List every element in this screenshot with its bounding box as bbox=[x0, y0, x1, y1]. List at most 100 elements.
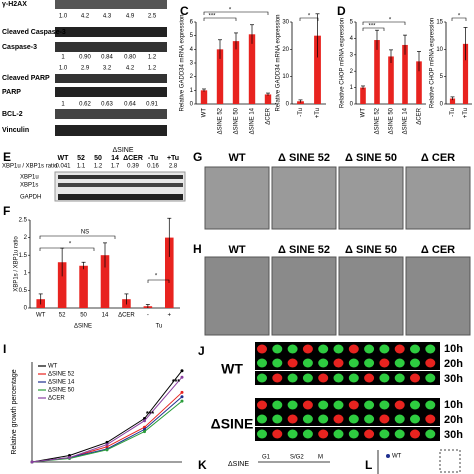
point bbox=[105, 443, 109, 447]
x-tick-label: 50 bbox=[80, 313, 87, 319]
point bbox=[180, 399, 184, 403]
image-label: Δ SINE 50 bbox=[345, 152, 397, 164]
panel-letter: D bbox=[337, 4, 346, 18]
legend-label: ΔSINE 14 bbox=[48, 380, 75, 386]
bar bbox=[57, 262, 67, 308]
image-label: Δ SINE 52 bbox=[278, 152, 330, 164]
image-label: Δ CER bbox=[421, 244, 455, 256]
y-tick-label: 30 bbox=[282, 20, 289, 26]
y-tick-label: 0.5 bbox=[19, 288, 28, 294]
time-label: 30h bbox=[444, 373, 463, 385]
ratio: 1 bbox=[61, 55, 65, 61]
ratio: 0.91 bbox=[146, 102, 158, 108]
gel bbox=[54, 171, 186, 202]
y-label: Relative CHOP mRNA expression bbox=[340, 18, 346, 108]
cell bbox=[272, 358, 283, 368]
point bbox=[30, 460, 34, 464]
cell bbox=[272, 344, 283, 354]
ratio: 4.2 bbox=[81, 14, 90, 20]
y-tick-label: 4 bbox=[190, 47, 194, 53]
y-tick-label: 0 bbox=[24, 306, 28, 312]
y-tick-label: 0 bbox=[440, 102, 444, 108]
cell bbox=[394, 344, 405, 354]
point bbox=[143, 425, 146, 429]
x-tick-label: ΔCER bbox=[417, 107, 423, 124]
cell bbox=[379, 429, 390, 439]
time-label: 20h bbox=[444, 414, 463, 426]
bracket bbox=[451, 17, 467, 21]
ratio: 0.39 bbox=[127, 164, 139, 170]
em-images bbox=[204, 166, 471, 336]
row-label: WT bbox=[221, 361, 243, 377]
cell bbox=[410, 358, 420, 368]
cell bbox=[379, 344, 390, 354]
time-label: 30h bbox=[444, 429, 463, 441]
cell bbox=[272, 414, 283, 424]
point bbox=[143, 430, 146, 434]
cell-strips bbox=[255, 342, 440, 441]
cell bbox=[394, 400, 405, 410]
phase: G1 bbox=[262, 455, 271, 461]
lane-label: 50 bbox=[94, 155, 102, 162]
legend-label: ΔSINE 52 bbox=[48, 372, 75, 378]
ratio: 4.2 bbox=[126, 66, 135, 72]
y-tick-label: 5 bbox=[440, 74, 444, 80]
bar bbox=[216, 49, 224, 104]
cell bbox=[287, 400, 298, 410]
cell bbox=[425, 373, 436, 383]
cell bbox=[257, 414, 267, 424]
blot-bands bbox=[55, 0, 167, 136]
bar bbox=[449, 98, 456, 104]
cell bbox=[302, 400, 313, 410]
cell bbox=[410, 414, 420, 424]
cell bbox=[333, 373, 344, 383]
panel-letter: I bbox=[3, 342, 6, 356]
cell bbox=[257, 344, 267, 354]
group-label: Tu bbox=[156, 324, 163, 330]
cell bbox=[302, 414, 313, 424]
y-tick-label: 1 bbox=[190, 88, 194, 94]
annotation: * bbox=[458, 14, 461, 20]
cell bbox=[318, 373, 329, 383]
cell bbox=[394, 414, 405, 424]
cell bbox=[364, 344, 375, 354]
y-tick-label: 2 bbox=[190, 74, 194, 80]
x-tick-label: ΔSINE 14 bbox=[403, 107, 409, 134]
bracket bbox=[362, 21, 406, 25]
x-tick-label: ΔSINE 50 bbox=[234, 107, 240, 134]
image-label: Δ SINE 52 bbox=[278, 244, 330, 256]
strip bbox=[255, 371, 440, 385]
cell bbox=[257, 429, 267, 439]
annotation: * bbox=[229, 8, 232, 14]
y-tick-label: 10 bbox=[282, 74, 289, 80]
bar bbox=[165, 237, 174, 308]
series-line bbox=[31, 400, 183, 463]
bar bbox=[314, 35, 321, 104]
cell bbox=[394, 429, 405, 439]
panel-letter: F bbox=[3, 204, 10, 218]
bracket bbox=[362, 27, 385, 31]
bracket bbox=[203, 17, 237, 21]
cell bbox=[333, 400, 344, 410]
cell bbox=[333, 414, 344, 424]
annotation: * bbox=[69, 242, 72, 248]
lane-label: -Tu bbox=[148, 155, 158, 162]
y-tick-label: 3 bbox=[190, 61, 194, 67]
ratio: 1.2 bbox=[148, 55, 157, 61]
legend-label: ΔCER bbox=[48, 396, 65, 402]
cell bbox=[410, 400, 420, 410]
annotation: *** bbox=[368, 24, 376, 30]
image-label: WT bbox=[228, 152, 245, 164]
y-label: Relative CHOP mRNA expression bbox=[430, 18, 436, 108]
x-tick-label: 14 bbox=[102, 313, 109, 319]
strip bbox=[255, 412, 440, 426]
x-tick-label: ΔSINE 14 bbox=[250, 107, 256, 134]
ratio: 1.7 bbox=[111, 164, 120, 170]
ratio: 0.84 bbox=[101, 55, 113, 61]
cell bbox=[348, 414, 359, 424]
y-tick-label: 0 bbox=[286, 102, 290, 108]
cell bbox=[257, 400, 267, 410]
ratio: 0.16 bbox=[147, 164, 159, 170]
cell bbox=[379, 414, 390, 424]
